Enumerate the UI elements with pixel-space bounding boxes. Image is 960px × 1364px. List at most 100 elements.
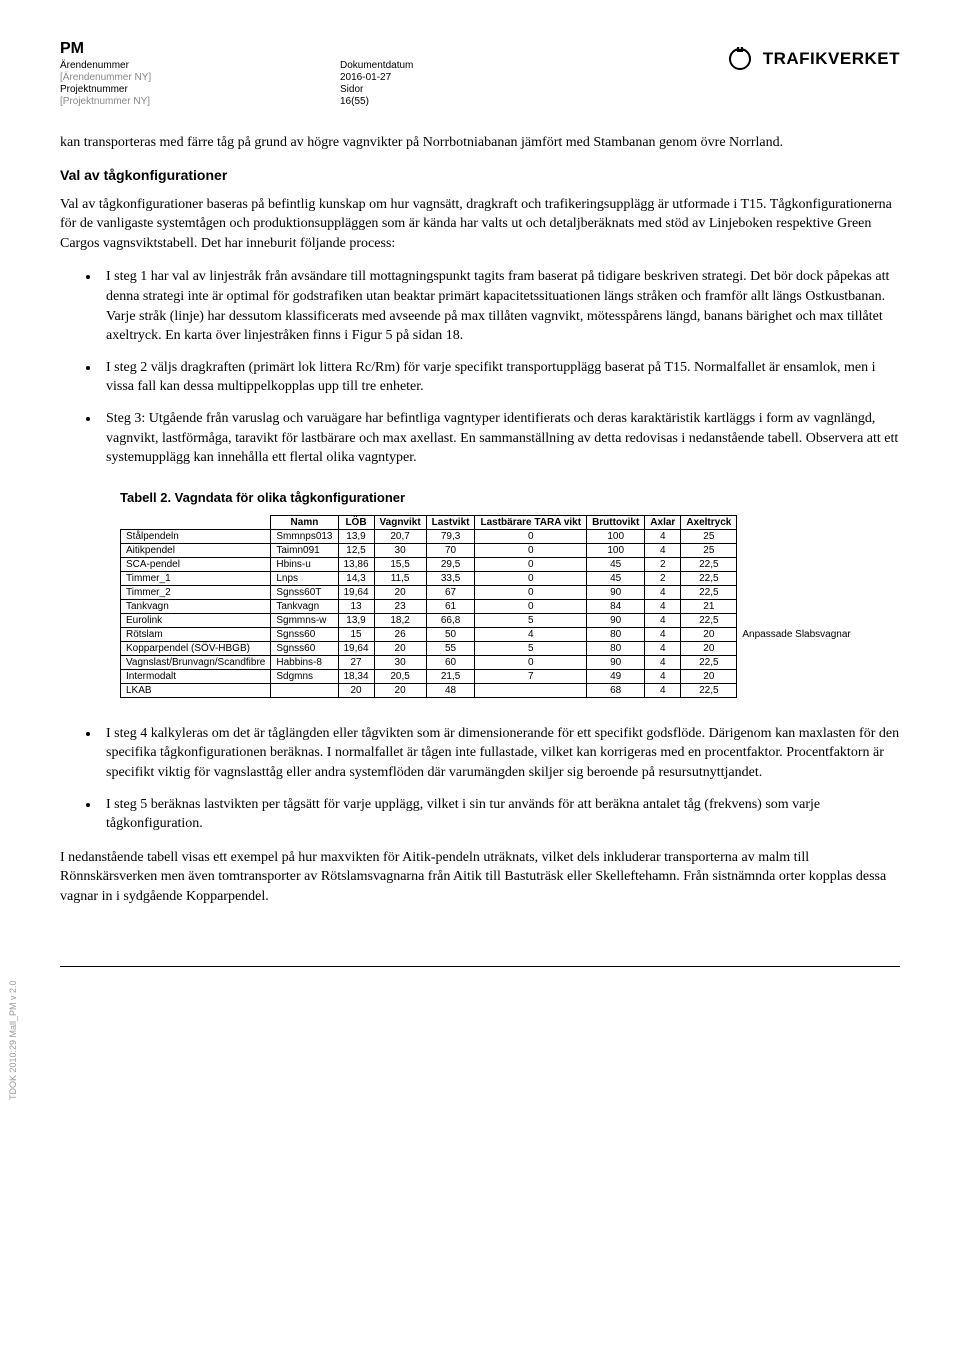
table-cell: 20,5 [374,669,426,683]
table-cell: 13,86 [338,557,374,571]
table-cell: 79,3 [426,529,475,543]
table-cell: 0 [475,599,587,613]
table-cell: Smmnps013 [271,529,338,543]
table-cell: Hbins-u [271,557,338,571]
table-note-cell: Anpassade Slabsvagnar [737,627,856,641]
table-cell: 4 [645,585,681,599]
table-cell: Lnps [271,571,338,585]
table-cell: 60 [426,655,475,669]
table-cell: 2 [645,571,681,585]
table-cell: 90 [587,613,645,627]
section-heading: Val av tågkonfigurationer [60,167,900,183]
table-cell: 26 [374,627,426,641]
table-cell: 33,5 [426,571,475,585]
table-header: LÖB [338,515,374,529]
table-row: EurolinkSgmmns-w13,918,266,8590422,5 [121,613,856,627]
table-cell: 14,3 [338,571,374,585]
table-cell [475,683,587,697]
table-cell: 100 [587,529,645,543]
table-cell: 0 [475,655,587,669]
table-cell: 12,5 [338,543,374,557]
table-header-blank [121,515,271,529]
table-cell: 18,2 [374,613,426,627]
table-cell: Habbins-8 [271,655,338,669]
table-cell: 21 [681,599,737,613]
table-cell: 5 [475,641,587,655]
list-item: Steg 3: Utgående från varuslag och varuä… [100,409,900,468]
table-cell: 45 [587,571,645,585]
table-header: Lastbärare TARA vikt [475,515,587,529]
table-cell: 80 [587,627,645,641]
trafikverket-icon [725,44,755,74]
table-row: Timmer_2Sgnss60T19,642067090422,5 [121,585,856,599]
table-cell: 20 [681,627,737,641]
table-cell: 61 [426,599,475,613]
table-cell: 90 [587,655,645,669]
table-cell: Aitikpendel [121,543,271,557]
table-cell: 80 [587,641,645,655]
label-sidor: Sidor [340,84,363,95]
table-header: Vagnvikt [374,515,426,529]
value-dokumentdatum: 2016-01-27 [340,72,391,83]
table-cell: Tankvagn [271,599,338,613]
table-cell: 30 [374,543,426,557]
table-cell: 20 [374,585,426,599]
table-cell: 4 [645,669,681,683]
table-header: Axlar [645,515,681,529]
table-cell: 11,5 [374,571,426,585]
table-note-cell [737,571,856,585]
table-cell: 7 [475,669,587,683]
table-cell: Taimn091 [271,543,338,557]
table-cell: Stålpendeln [121,529,271,543]
table-cell: 19,64 [338,641,374,655]
table-note-cell [737,613,856,627]
table-caption: Tabell 2. Vagndata för olika tågkonfigur… [120,490,900,505]
table-cell: 27 [338,655,374,669]
label-dokumentdatum: Dokumentdatum [340,60,413,71]
list-item: I steg 5 beräknas lastvikten per tågsätt… [100,795,900,834]
table-cell: Sgmmns-w [271,613,338,627]
value-sidor: 16(55) [340,96,369,107]
table-header-note [737,515,856,529]
table-cell: 0 [475,529,587,543]
table-cell: 25 [681,543,737,557]
table-cell: 45 [587,557,645,571]
label-projektnummer: Projektnummer [60,84,340,95]
logo-text: TRAFIKVERKET [763,49,900,69]
table-row: IntermodaltSdgmns18,3420,521,5749420 [121,669,856,683]
table-cell: 4 [645,529,681,543]
table-cell: 22,5 [681,571,737,585]
table-cell: Tankvagn [121,599,271,613]
table-cell: LKAB [121,683,271,697]
table-cell: 66,8 [426,613,475,627]
table-cell: 4 [475,627,587,641]
table-cell: 68 [587,683,645,697]
table-row: RötslamSgnss60152650480420Anpassade Slab… [121,627,856,641]
table-note-cell [737,655,856,669]
list-item: I steg 4 kalkyleras om det är tåglängden… [100,724,900,783]
table-cell: 49 [587,669,645,683]
table-cell: 19,64 [338,585,374,599]
table-note-cell [737,641,856,655]
table-cell: Rötslam [121,627,271,641]
table-cell: 2 [645,557,681,571]
table-row: Timmer_1Lnps14,311,533,5045222,5 [121,571,856,585]
table-cell: 20,7 [374,529,426,543]
table-cell [271,683,338,697]
table-cell: 90 [587,585,645,599]
footer-rule [60,966,900,967]
table-note-cell [737,683,856,697]
table-cell: 5 [475,613,587,627]
table-cell: 0 [475,571,587,585]
table-row: StålpendelnSmmnps01313,920,779,30100425 [121,529,856,543]
table-cell: 4 [645,599,681,613]
table-cell: 22,5 [681,585,737,599]
side-template-label: TDOK 2010:29 Mall_PM v 2.0 [8,980,18,1100]
table-row: TankvagnTankvagn132361084421 [121,599,856,613]
table-cell: 4 [645,613,681,627]
value-arendenummer: [Ärendenummer NY] [60,72,340,83]
table-cell: 55 [426,641,475,655]
table-cell: Kopparpendel (SÖV-HBGB) [121,641,271,655]
table-cell: 4 [645,655,681,669]
table-row: AitikpendelTaimn09112,530700100425 [121,543,856,557]
